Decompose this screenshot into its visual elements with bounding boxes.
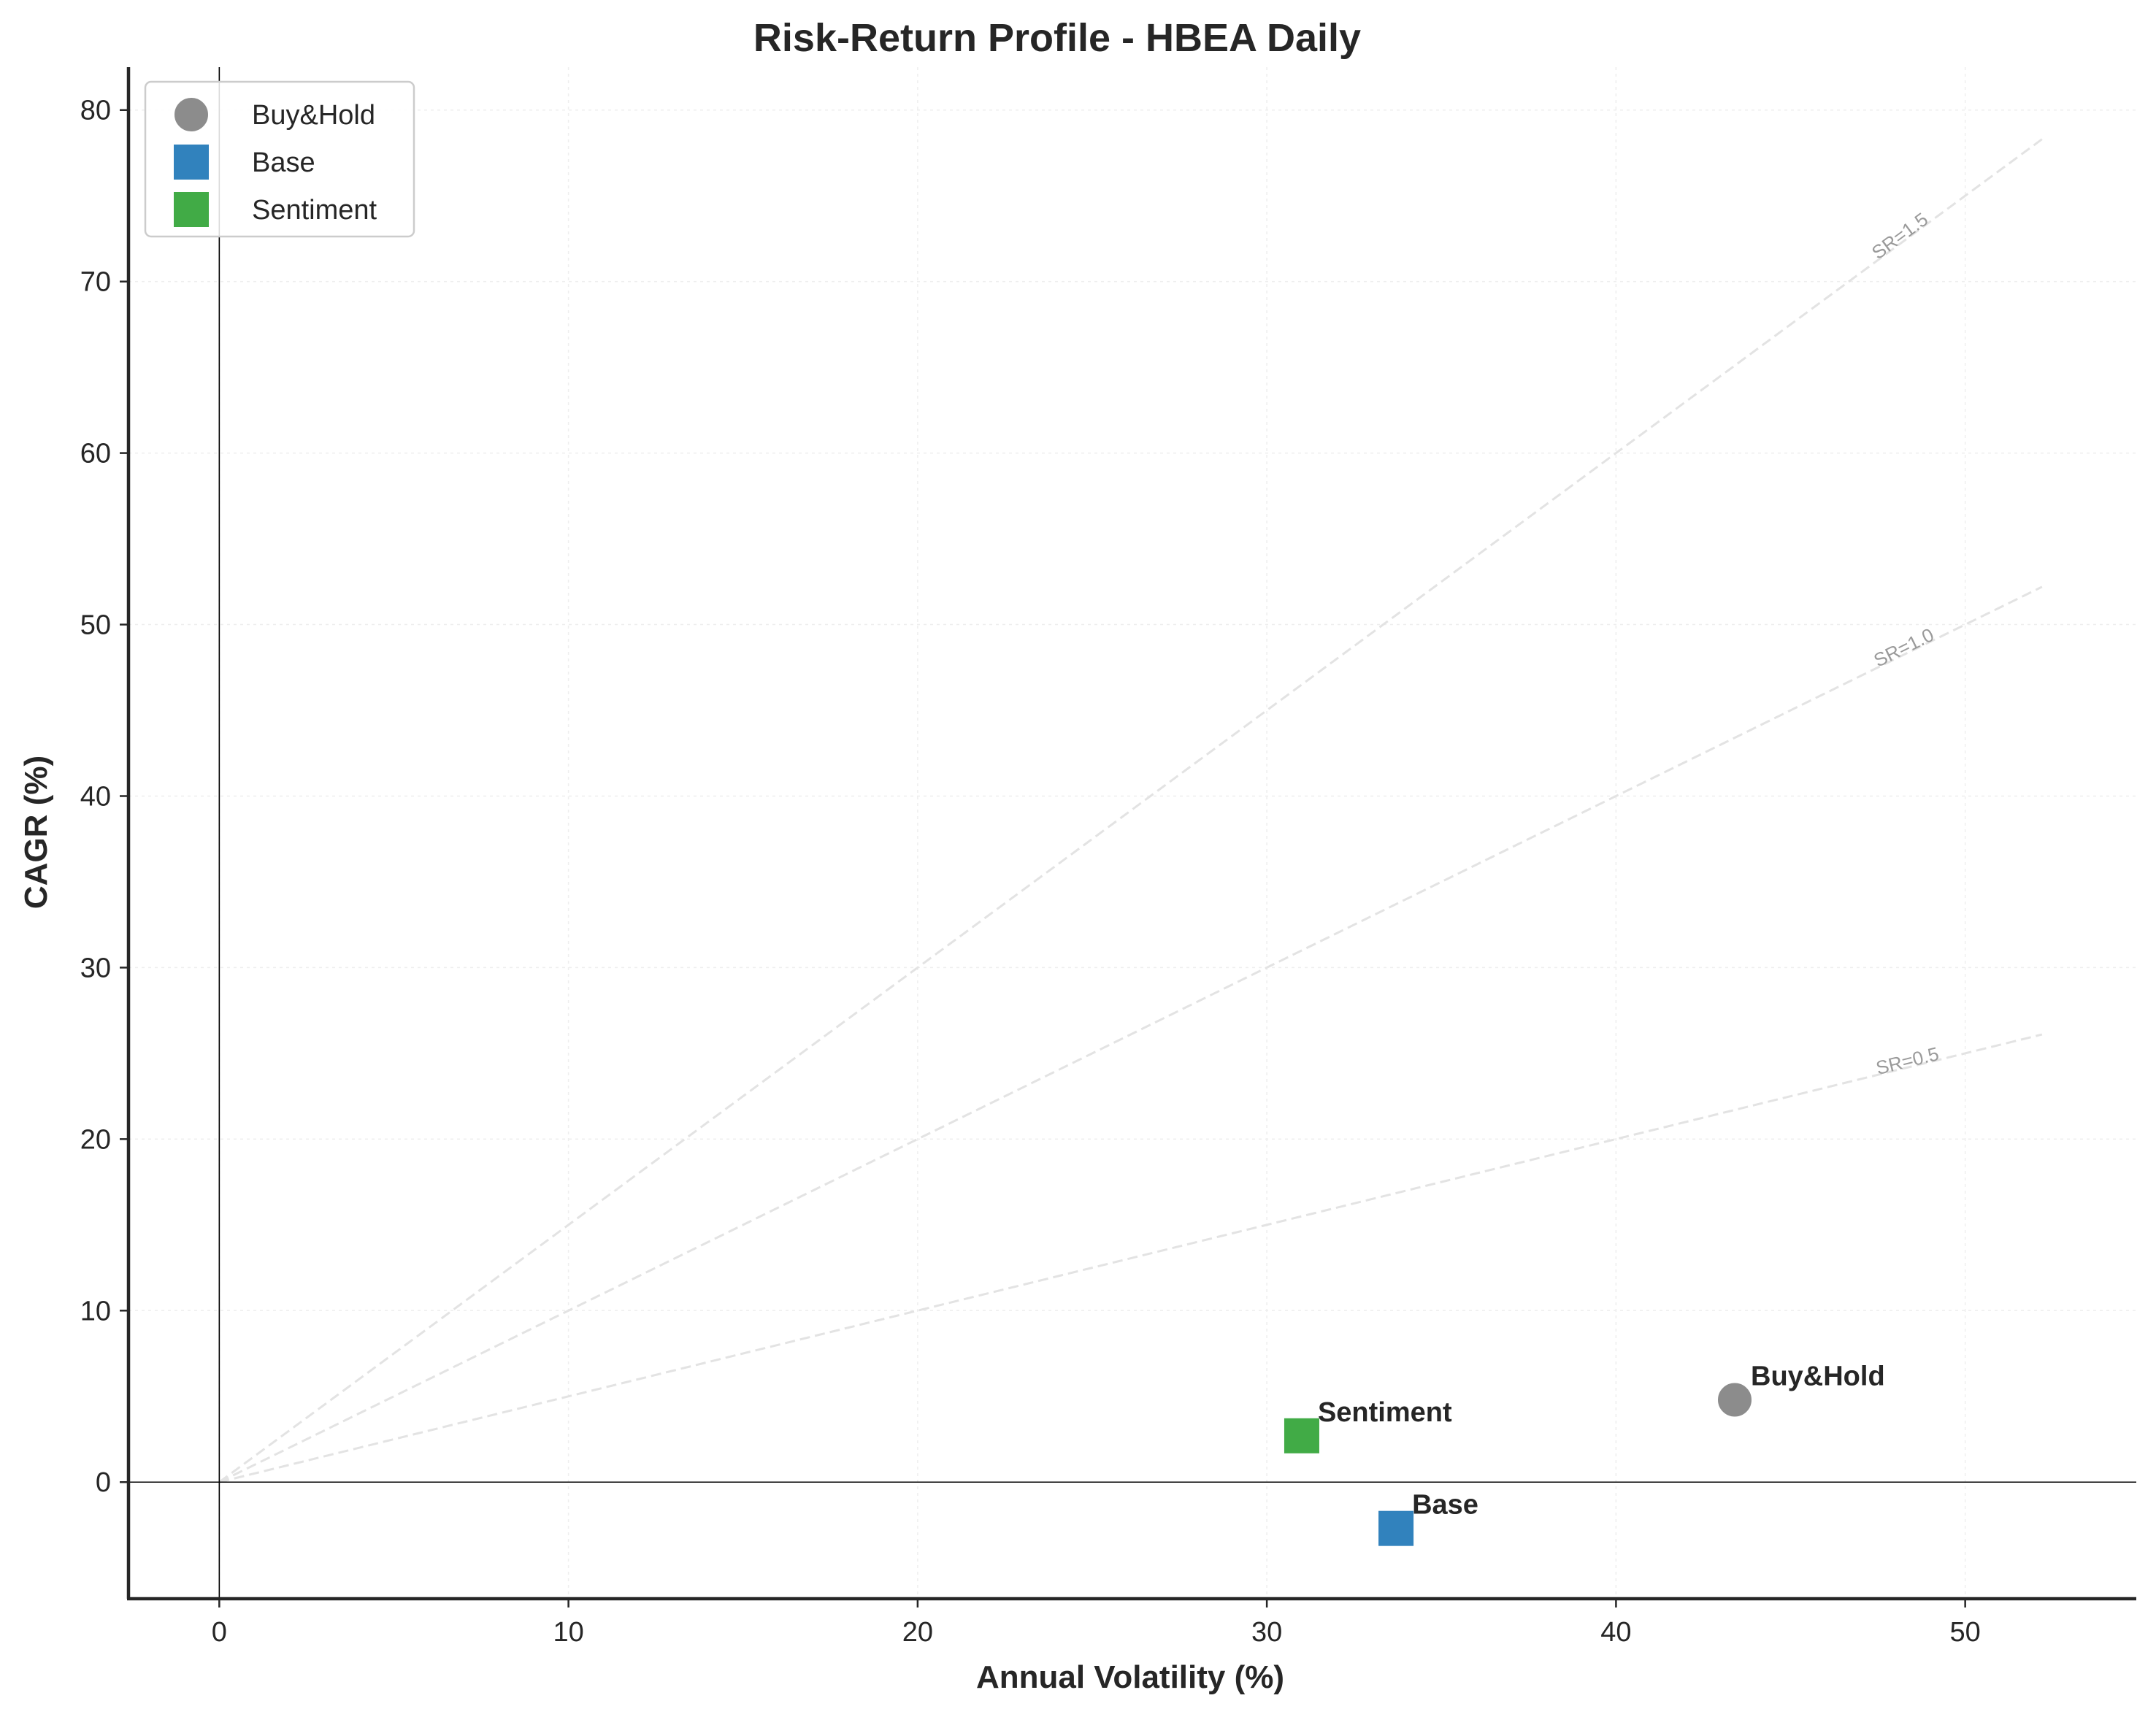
y-axis-ticks: 0 10 20 30 40 50 60 70 80 <box>80 96 128 1498</box>
legend-marker <box>172 95 211 134</box>
point-buy-hold <box>1715 1380 1754 1420</box>
x-axis-ticks: 0 10 20 30 40 50 <box>212 1599 1981 1648</box>
chart-title: Risk-Return Profile - HBEA Daily <box>753 16 1361 60</box>
y-tick-label: 10 <box>80 1296 111 1326</box>
x-tick-label: 30 <box>1251 1617 1282 1648</box>
sr-reference-line <box>218 138 2043 1483</box>
y-tick-label: 80 <box>80 96 111 126</box>
x-tick-label: 50 <box>1950 1617 1981 1648</box>
x-tick-label: 20 <box>902 1617 933 1648</box>
legend: Buy&Hold Base Sentiment <box>144 80 415 238</box>
point-label-buy-hold: Buy&Hold <box>1751 1361 1885 1391</box>
y-tick-label: 60 <box>80 439 111 469</box>
y-tick-label: 70 <box>80 267 111 298</box>
zero-lines <box>128 67 2136 1599</box>
x-tick-label: 40 <box>1600 1617 1631 1648</box>
sr-reference-line <box>218 585 2043 1483</box>
sr-reference-line <box>218 1033 2043 1483</box>
y-tick-label: 20 <box>80 1124 111 1155</box>
x-axis-label: Annual Volatility (%) <box>976 1659 1284 1695</box>
x-tick-label: 10 <box>553 1617 583 1648</box>
legend-marker <box>171 142 212 183</box>
y-axis-label: CAGR (%) <box>18 756 54 909</box>
y-tick-label: 30 <box>80 953 111 983</box>
point-label-sentiment: Sentiment <box>1318 1397 1452 1428</box>
legend-marker <box>171 189 212 230</box>
y-tick-label: 50 <box>80 610 111 641</box>
data-points <box>1281 1380 1754 1549</box>
point-base <box>1376 1507 1417 1549</box>
point-sentiment <box>1281 1415 1322 1456</box>
y-tick-label: 0 <box>96 1467 111 1498</box>
legend-label: Base <box>252 147 315 178</box>
data-point-labels: Buy&Hold Base Sentiment <box>1318 1361 1885 1520</box>
point-label-base: Base <box>1412 1490 1478 1521</box>
legend-label: Sentiment <box>252 195 377 226</box>
legend-frame <box>144 80 415 238</box>
x-tick-label: 0 <box>212 1617 227 1648</box>
y-tick-label: 40 <box>80 781 111 812</box>
legend-label: Buy&Hold <box>252 100 375 131</box>
